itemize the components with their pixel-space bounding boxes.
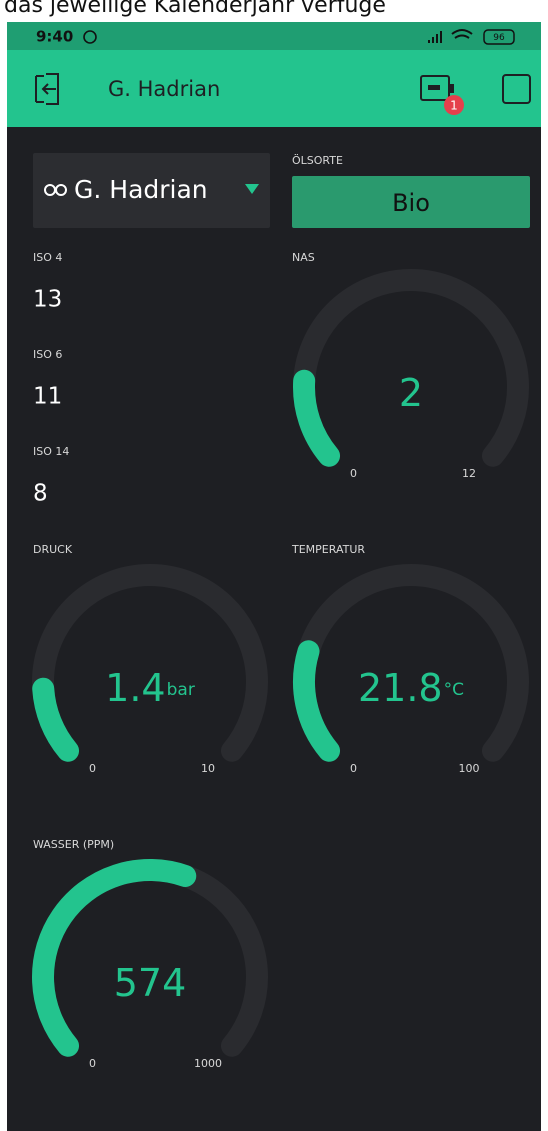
oil-type-button-text: Bio (392, 189, 430, 217)
gauge-unit: °C (444, 680, 464, 700)
iso-value: 11 (33, 384, 62, 410)
battery-level: 96 (493, 33, 505, 43)
gauge-min: 0 (89, 762, 96, 775)
iso-value: 8 (33, 481, 48, 507)
gauge-min: 0 (350, 762, 357, 775)
gauge-min: 0 (89, 1057, 96, 1070)
gauge-label: NAS (292, 251, 315, 264)
gauge-min: 0 (350, 467, 357, 480)
gauge-label: DRUCK (33, 543, 73, 556)
gauge-unit: bar (167, 680, 195, 700)
gauge-value: 2 (399, 371, 423, 415)
app-bar[interactable] (7, 50, 541, 127)
notification-badge: 1 (450, 99, 458, 113)
app-title: G. Hadrian (108, 77, 220, 101)
gauge-label: TEMPERATUR (291, 543, 365, 556)
page: {"caption": "das jeweilige Kalenderjahr … (0, 0, 548, 1131)
gauge-value-number: 2 (399, 371, 423, 415)
gauge-value-number: 21.8 (358, 666, 443, 710)
iso-value: 13 (33, 287, 62, 313)
gauge-value-number: 574 (114, 961, 187, 1005)
gauge-max: 1000 (194, 1057, 222, 1070)
gauge-label: WASSER (PPM) (33, 838, 114, 851)
oil-type-label: ÖLSORTE (292, 154, 343, 167)
status-time: 9:40 (36, 28, 73, 46)
gauge-max: 10 (201, 762, 215, 775)
gauge-max: 100 (459, 762, 480, 775)
iso-label: ISO 4 (33, 251, 62, 264)
gauge-max: 12 (462, 467, 476, 480)
dropdown-label: G. Hadrian (74, 175, 208, 204)
iso-label: ISO 6 (33, 348, 62, 361)
iso-label: ISO 14 (33, 445, 69, 458)
gauge-value-number: 1.4 (105, 666, 165, 710)
caption: das jeweilige Kalenderjahr verfüge (4, 0, 386, 18)
screen: das jeweilige Kalenderjahr verfüge 9:40 … (0, 0, 548, 1131)
gauge-value: 574 (114, 961, 187, 1005)
